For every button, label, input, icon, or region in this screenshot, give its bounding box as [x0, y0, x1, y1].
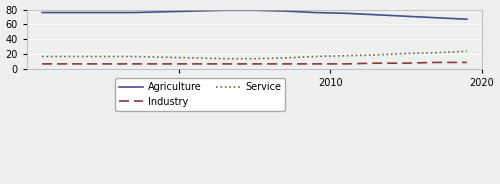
- X-axis label: Year: Year: [244, 91, 266, 101]
- Legend: Agriculture, Industry, Service: Agriculture, Industry, Service: [114, 78, 285, 111]
